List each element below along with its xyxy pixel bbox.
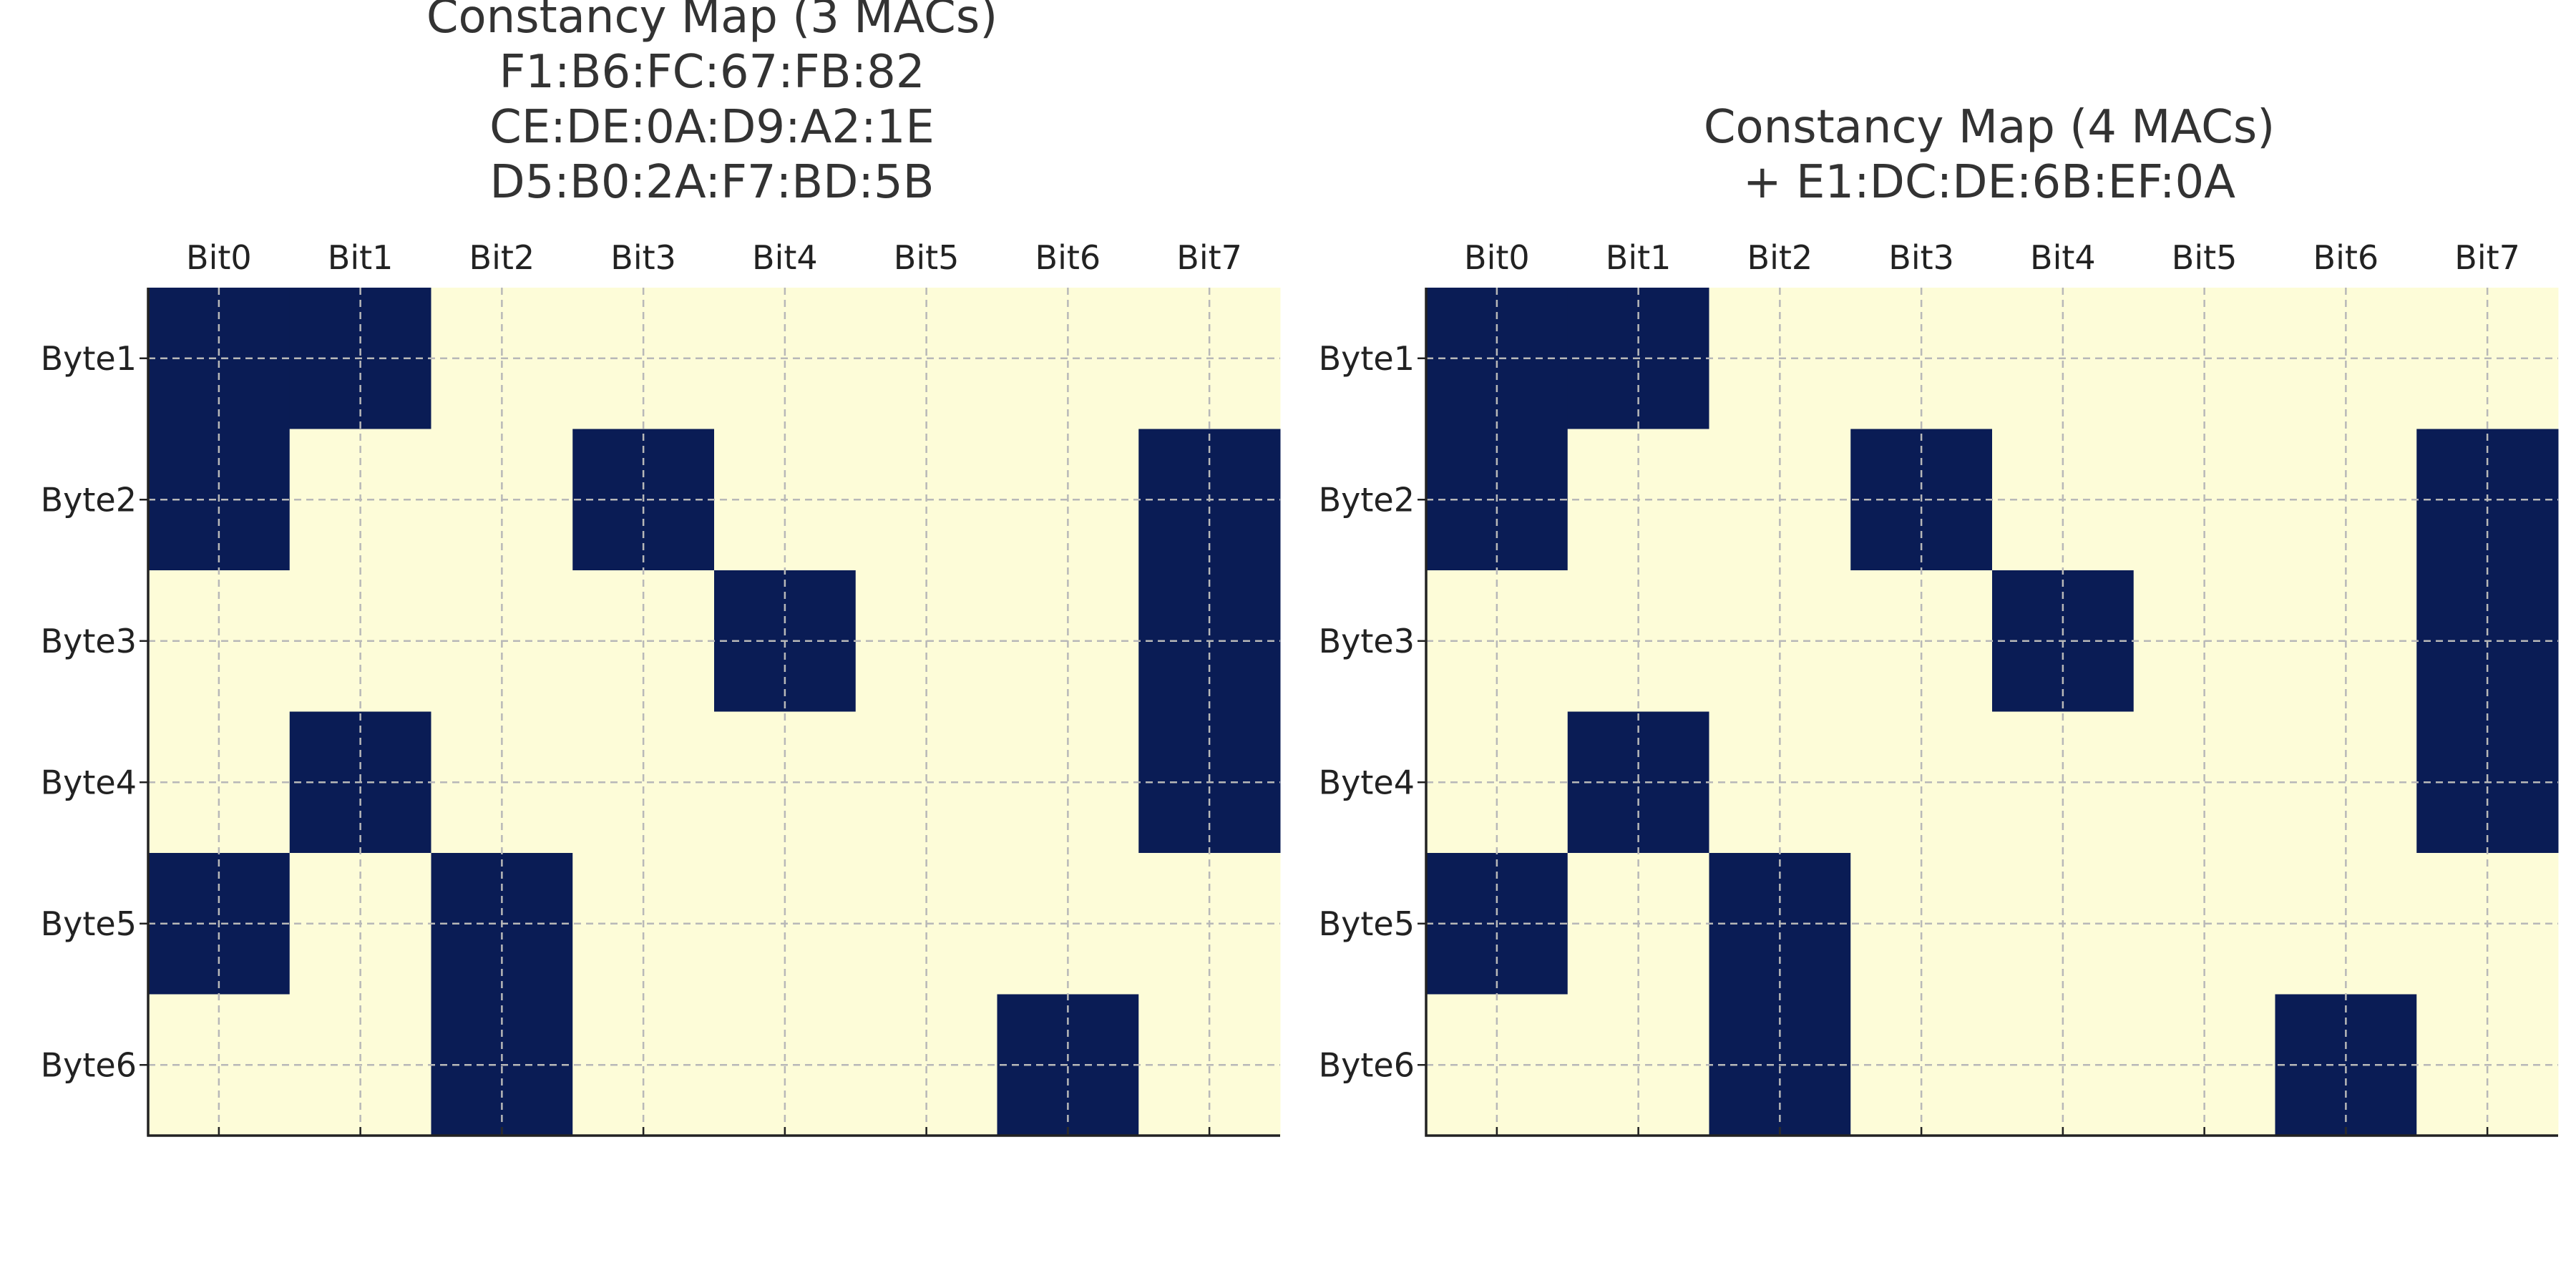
- y-tick-label-byte4: Byte4: [41, 763, 137, 801]
- y-tick-label-byte5: Byte5: [41, 904, 137, 943]
- y-tick-label-byte3: Byte3: [1319, 622, 1415, 660]
- x-tick-label-bit2: Bit2: [469, 238, 535, 277]
- heatmap-cell-byte6-bit3: [572, 994, 715, 1136]
- heatmap-cell-byte1-bit0: [148, 288, 291, 429]
- x-tick-label-bit3: Bit3: [610, 238, 676, 277]
- heatmap-cell-byte4-bit3: [1850, 711, 1993, 854]
- x-tick-label-bit3: Bit3: [1888, 238, 1954, 277]
- x-tick-label-bit5: Bit5: [894, 238, 960, 277]
- y-tick-label-byte5: Byte5: [1319, 904, 1415, 943]
- x-tick-label-bit7: Bit7: [2454, 238, 2520, 277]
- heatmap-cell-byte6-bit0: [148, 994, 291, 1136]
- panel-title-right: Constancy Map (4 MACs) + E1:DC:DE:6B:EF:…: [1704, 101, 2275, 209]
- heatmap-cell-byte4-bit0: [1426, 711, 1568, 854]
- heatmap-panel-left: Constancy Map (3 MACs) F1:B6:FC:67:FB:82…: [41, 0, 1281, 1137]
- y-tick-label-byte1: Byte1: [1319, 339, 1415, 378]
- heatmap-cell-byte4-bit0: [148, 711, 291, 854]
- heatmap-plot-right: Bit0 Bit1 Bit2 Bit3 Bit4 Bit5 Bit6 Bit7 Byte1 Byt…: [1319, 238, 2559, 1137]
- y-tick-label-byte2: Byte2: [1319, 480, 1415, 519]
- heatmap-panel-right: Constancy Map (4 MACs) + E1:DC:DE:6B:EF:…: [1319, 101, 2559, 1137]
- panel-title-left: Constancy Map (3 MACs) F1:B6:FC:67:FB:82…: [426, 0, 997, 209]
- heatmap-cell-byte1-bit0: [1426, 288, 1568, 429]
- heatmap-plot-left: Bit0 Bit1 Bit2 Bit3 Bit4 Bit5 Bit6 Bit7 Byte1 Byt…: [41, 238, 1281, 1137]
- heatmap-cell-byte1-bit3: [1850, 288, 1993, 429]
- y-tick-label-byte3: Byte3: [41, 622, 137, 660]
- x-tick-label-bit4: Bit4: [752, 238, 818, 277]
- x-tick-label-bit1: Bit1: [1606, 238, 1672, 277]
- heatmap-cell-byte6-bit3: [1850, 994, 1993, 1136]
- heatmap-cell-byte4-bit3: [572, 711, 715, 854]
- x-tick-label-bit5: Bit5: [2172, 238, 2238, 277]
- y-tick-label-byte2: Byte2: [41, 480, 137, 519]
- y-tick-label-byte6: Byte6: [41, 1045, 137, 1084]
- title-line-1: Constancy Map (4 MACs): [1704, 101, 2275, 154]
- x-tick-label-bit4: Bit4: [2030, 238, 2096, 277]
- x-tick-label-bit1: Bit1: [328, 238, 394, 277]
- heatmap-cell-byte1-bit3: [572, 288, 715, 429]
- y-tick-label-byte4: Byte4: [1319, 763, 1415, 801]
- title-line-2: F1:B6:FC:67:FB:82: [499, 46, 924, 99]
- x-tick-label-bit7: Bit7: [1176, 238, 1242, 277]
- title-line-2: + E1:DC:DE:6B:EF:0A: [1743, 156, 2235, 209]
- title-line-3: CE:DE:0A:D9:A2:1E: [489, 101, 935, 154]
- heatmap-cell-byte6-bit0: [1426, 994, 1568, 1136]
- x-tick-label-bit6: Bit6: [2313, 238, 2379, 277]
- y-tick-label-byte6: Byte6: [1319, 1045, 1415, 1084]
- x-tick-label-bit6: Bit6: [1035, 238, 1101, 277]
- x-tick-label-bit0: Bit0: [1464, 238, 1530, 277]
- title-line-4: D5:B0:2A:F7:BD:5B: [489, 156, 934, 209]
- x-tick-label-bit2: Bit2: [1747, 238, 1813, 277]
- x-tick-label-bit0: Bit0: [186, 238, 252, 277]
- y-tick-label-byte1: Byte1: [41, 339, 137, 378]
- title-line-1: Constancy Map (3 MACs): [426, 0, 997, 44]
